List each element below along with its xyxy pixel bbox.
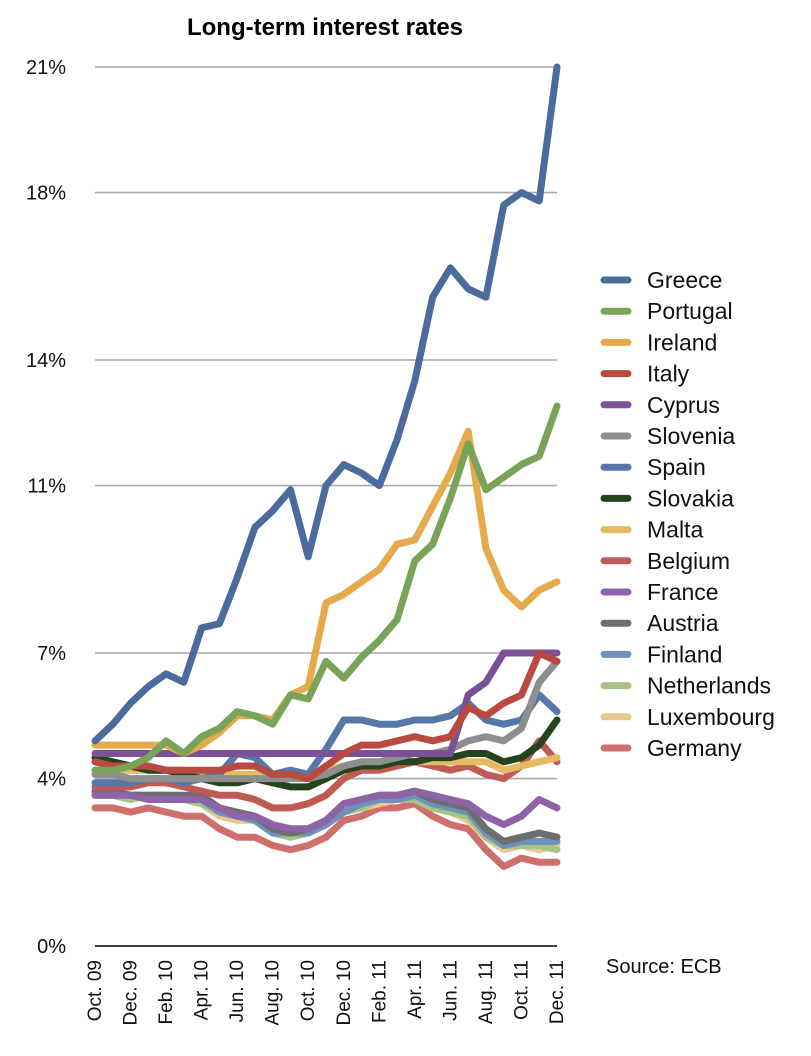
series-line-slovenia — [91, 657, 561, 783]
x-tick-label: Aug. 11 — [476, 960, 497, 1024]
series-lines — [91, 63, 561, 870]
legend-label-austria: Austria — [647, 610, 719, 636]
x-axis-tick-labels: Oct. 09 Dec. 09 Feb. 10 Apr. 10 Jun. 10 Aug. … — [85, 960, 568, 1026]
y-tick-label: 7% — [37, 643, 66, 665]
series-line-cyprus — [91, 649, 561, 757]
legend-label-greece: Greece — [647, 267, 722, 293]
x-tick-label: Feb. 11 — [369, 960, 390, 1023]
x-tick-label: Apr. 10 — [192, 960, 213, 1020]
y-tick-label: 21% — [26, 57, 66, 79]
x-tick-label: Feb. 10 — [156, 960, 177, 1024]
x-tick-label: Oct. 10 — [298, 960, 319, 1021]
x-tick-label: Jun. 11 — [440, 960, 461, 1021]
chart-title: Long-term interest rates — [187, 14, 463, 41]
legend-label-malta: Malta — [647, 517, 703, 543]
series-line-france — [91, 787, 561, 833]
x-tick-label: Aug. 10 — [263, 960, 284, 1026]
x-tick-label: Dec. 11 — [547, 960, 568, 1024]
x-tick-label: Oct. 11 — [511, 960, 532, 1020]
x-tick-label: Dec. 09 — [121, 960, 142, 1025]
y-tick-label: 14% — [26, 350, 66, 372]
series-line-ireland — [91, 427, 561, 757]
x-tick-label: Dec. 10 — [334, 960, 355, 1025]
x-tick-label: Jun. 10 — [227, 960, 248, 1022]
series-line-greece — [91, 63, 561, 745]
y-tick-label: 0% — [37, 936, 66, 958]
legend-label-italy: Italy — [647, 361, 690, 387]
x-tick-label: Apr. 11 — [405, 960, 426, 1019]
legend-label-france: France — [647, 579, 719, 605]
y-tick-label: 4% — [37, 769, 66, 791]
legend-label-belgium: Belgium — [647, 548, 730, 574]
series-line-portugal — [91, 402, 561, 774]
legend-label-germany: Germany — [647, 735, 742, 761]
legend-label-luxembourg: Luxembourg — [647, 704, 775, 730]
legend-label-slovakia: Slovakia — [647, 485, 734, 511]
legend: Greece Portugal Ireland Italy Cyprus Slovenia… — [600, 267, 775, 761]
legend-label-spain: Spain — [647, 454, 706, 480]
series-line-germany — [91, 800, 561, 870]
legend-label-finland: Finland — [647, 641, 722, 667]
source-note: Source: ECB — [606, 956, 722, 978]
series-line-belgium — [91, 737, 561, 812]
x-tick-label: Oct. 09 — [85, 960, 106, 1021]
legend-label-portugal: Portugal — [647, 298, 733, 324]
legend-label-cyprus: Cyprus — [647, 392, 720, 418]
legend-label-slovenia: Slovenia — [647, 423, 735, 449]
y-tick-label: 18% — [26, 183, 66, 205]
series-line-italy — [91, 649, 561, 783]
y-axis-tick-labels: 0% 4% 7% 11% 14% 18% 21% — [26, 57, 66, 958]
y-tick-label: 11% — [27, 476, 66, 498]
legend-label-ireland: Ireland — [647, 329, 717, 355]
legend-label-netherlands: Netherlands — [647, 673, 771, 699]
